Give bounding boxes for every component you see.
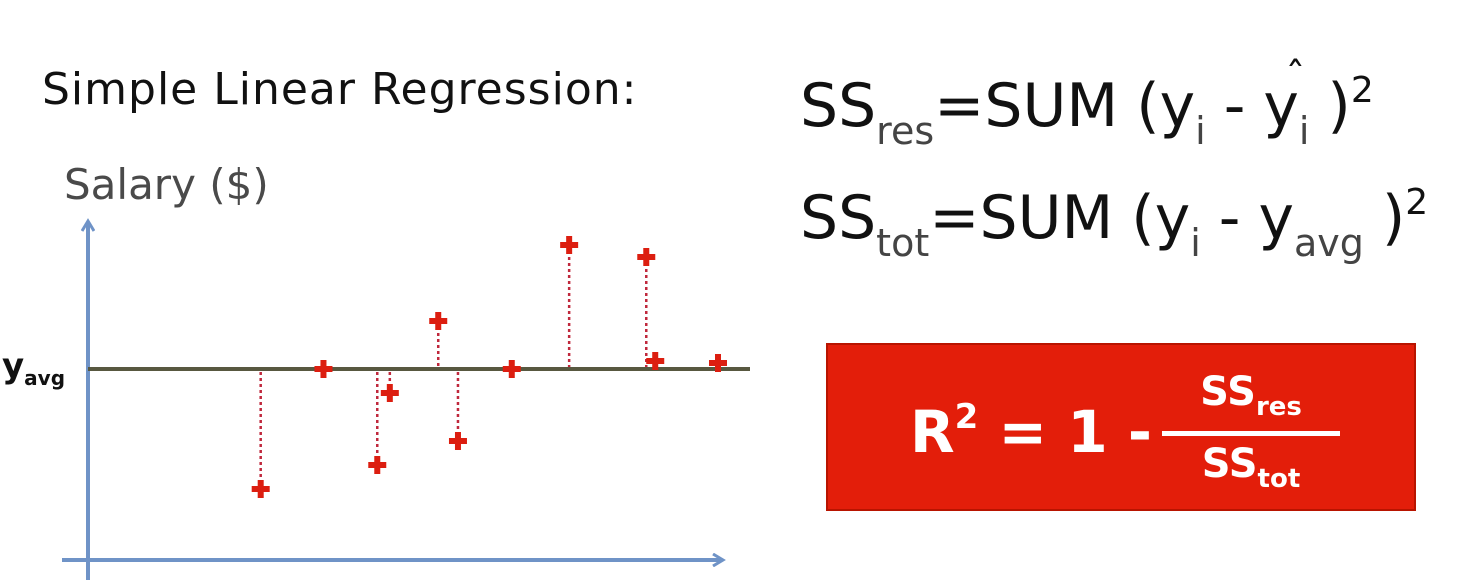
r-pow: 2 — [954, 397, 979, 437]
ss-res-sum: SUM — [984, 71, 1119, 141]
ss-res-i1: i — [1195, 109, 1206, 153]
ss-tot-pow: 2 — [1405, 182, 1429, 223]
ss-res-close: ) — [1327, 71, 1351, 141]
num-sub: res — [1255, 392, 1302, 422]
data-point-6 — [448, 432, 467, 450]
r-squared-lhs: R2 = 1 - — [910, 397, 1152, 466]
ss-tot-avg: avg — [1293, 221, 1364, 265]
ss-res-minus: - — [1223, 71, 1246, 141]
data-points — [251, 236, 727, 498]
ss-res-lhs-sub: res — [876, 109, 935, 153]
y-axis-label: Salary ($) — [64, 160, 269, 209]
data-point-11 — [709, 354, 727, 372]
data-point-7 — [502, 360, 521, 378]
hat-symbol: ˆ — [1285, 55, 1306, 101]
ss-tot-minus: - — [1218, 183, 1241, 253]
data-point-1 — [251, 480, 270, 498]
ss-res-lhs: SS — [800, 71, 877, 141]
ss-res-open: (y — [1136, 71, 1196, 141]
data-point-9 — [637, 248, 656, 266]
ss-tot-eq: = — [929, 183, 980, 253]
data-point-10 — [646, 352, 665, 370]
data-point-2 — [314, 360, 333, 378]
r-squared-fraction: SSres SStot — [1162, 367, 1340, 494]
data-point-3 — [368, 456, 387, 474]
r-symbol: R — [910, 398, 955, 466]
ss-res-formula: SSres=SUM (yi - y ˆ i)2 — [800, 55, 1374, 153]
ss-tot-i1: i — [1190, 221, 1201, 265]
ss-tot-sum: SUM — [979, 183, 1114, 253]
fraction-numerator: SSres — [1162, 369, 1340, 422]
ss-res-y2: y — [1263, 71, 1299, 141]
ss-tot-formula: SStot=SUM (yi - yavg)2 — [800, 182, 1428, 265]
num-ss: SS — [1200, 369, 1256, 415]
y-avg-label: yavg — [2, 346, 65, 390]
data-point-5 — [429, 312, 448, 330]
slide-title: Simple Linear Regression: — [42, 64, 638, 115]
den-sub: tot — [1257, 464, 1301, 494]
ss-tot-lhs: SS — [800, 183, 877, 253]
ss-tot-y2: y — [1258, 183, 1294, 253]
fraction-denominator: SStot — [1162, 441, 1340, 494]
fraction-bar — [1162, 431, 1340, 436]
ss-res-i2: i — [1298, 109, 1310, 153]
ss-res-pow: 2 — [1350, 70, 1374, 111]
ss-tot-lhs-sub: tot — [876, 221, 930, 265]
data-point-4 — [380, 384, 399, 402]
data-point-8 — [560, 236, 579, 254]
r-squared-box: R2 = 1 - SSres SStot — [826, 343, 1416, 511]
ss-tot-open: (y — [1131, 183, 1191, 253]
r-rhs: = 1 - — [998, 398, 1152, 466]
ss-tot-close: ) — [1381, 183, 1406, 253]
den-ss: SS — [1201, 441, 1258, 487]
y-avg-label-main: y — [2, 346, 25, 386]
ss-res-eq: = — [934, 71, 985, 141]
y-avg-label-sub: avg — [24, 366, 66, 390]
